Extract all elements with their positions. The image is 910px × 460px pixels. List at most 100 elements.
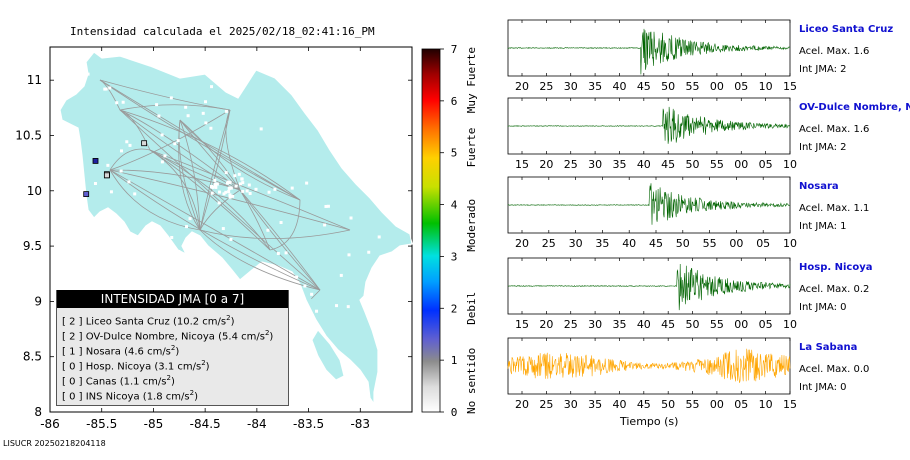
road	[119, 109, 321, 291]
road	[109, 169, 351, 231]
town-dot	[276, 252, 280, 256]
town-dot	[254, 187, 258, 191]
town-dot	[214, 182, 218, 186]
waveform-trace	[507, 106, 791, 144]
station-marker	[141, 140, 148, 147]
town-dot	[222, 192, 226, 196]
road-network	[99, 79, 351, 299]
town-dot	[303, 284, 307, 288]
town-dot	[228, 195, 232, 199]
time-tick-label: 55	[686, 398, 700, 411]
time-tick-label: 55	[703, 237, 717, 250]
time-tick-label: 30	[569, 237, 583, 250]
town-dot	[229, 237, 233, 241]
town-dot	[127, 180, 131, 184]
station-jma-intensity: Int JMA: 2	[799, 142, 847, 153]
map-xtick-label: -85.5	[86, 417, 117, 431]
road	[239, 189, 321, 291]
time-tick-label: 20	[539, 158, 553, 171]
town-dot	[224, 190, 228, 194]
station-jma-intensity: Int JMA: 2	[799, 64, 847, 75]
station-jma-intensity: Int JMA: 0	[799, 302, 847, 313]
town-dot	[155, 103, 159, 107]
road	[179, 119, 301, 201]
costa-rica-landmass	[59, 51, 413, 406]
road	[199, 229, 351, 239]
town-dot	[115, 101, 119, 105]
waveform-trace	[507, 348, 791, 383]
road	[109, 109, 231, 171]
time-tick-label: 35	[612, 158, 626, 171]
time-tick-label: 05	[734, 80, 748, 93]
town-dot	[310, 313, 314, 317]
seismogram-panel: 20 25 30 35 40 45 50 55 00 05 10 15	[507, 19, 797, 93]
town-dot	[93, 181, 97, 185]
road	[199, 189, 241, 231]
town-dot	[125, 140, 129, 144]
town-dot	[227, 186, 231, 190]
town-dot	[210, 253, 214, 257]
town-dot	[248, 191, 252, 195]
legend-row: [ 2 ] OV-Dulce Nombre, Nicoya (5.4 cm/s2…	[62, 329, 273, 342]
time-tick-label: 05	[759, 158, 773, 171]
town-dot	[241, 189, 245, 193]
time-tick-label: 30	[588, 158, 602, 171]
seismogram-panels: 20 25 30 35 40 45 50 55 00 05 10 15 15 20 25 30 35 40 45 50…	[507, 19, 797, 411]
town-dot	[176, 139, 180, 143]
town-dot	[204, 100, 208, 104]
town-dot	[279, 221, 283, 225]
map-xtick-label: -85	[144, 417, 164, 431]
colorbar-ticks: 0 1 2 3 4 5 6 7	[440, 43, 458, 419]
town-dot	[133, 192, 137, 196]
map-axes: -86 -85.5 -85 -84.5 -84 -83.5 -83 11 10.5 10 9.5 9 8…	[15, 47, 412, 431]
map-ytick-label: 8.5	[23, 350, 42, 364]
town-dot	[221, 227, 225, 231]
legend-row-name: INS Nicoya	[85, 391, 140, 403]
town-dot	[121, 100, 125, 104]
time-tick-label: 05	[734, 398, 748, 411]
colorbar-tick-label: 6	[451, 95, 458, 108]
peninsula-osa	[311, 329, 345, 381]
town-dot	[310, 292, 314, 296]
station-jma-intensity: Int JMA: 0	[799, 382, 847, 393]
road	[149, 149, 351, 231]
waveform-trace	[507, 263, 791, 311]
town-dot	[346, 305, 350, 309]
town-dot	[120, 149, 124, 153]
time-tick-label: 35	[612, 318, 626, 331]
map-ytick-label: 9	[34, 294, 42, 308]
waveform-trace	[507, 183, 791, 225]
time-tick-label: 30	[588, 318, 602, 331]
station-max-accel: Acel. Max. 1.6	[799, 124, 870, 135]
colorbar-category-label: Debil	[465, 292, 478, 325]
legend-row-level: [ 2 ]	[62, 316, 83, 328]
time-tick-label: 15	[515, 318, 529, 331]
town-dot	[227, 190, 231, 194]
time-tick-label: 25	[542, 237, 556, 250]
station-name: Liceo Santa Cruz	[799, 24, 894, 35]
road	[119, 109, 241, 191]
time-tick-label: 40	[612, 80, 626, 93]
time-tick-label: 00	[729, 237, 743, 250]
road	[311, 289, 321, 299]
map-ytick-label: 9.5	[23, 239, 42, 253]
map-ytick-label: 10.5	[15, 128, 42, 142]
time-tick-label: 20	[515, 398, 529, 411]
town-dot	[267, 190, 271, 194]
town-dot	[266, 228, 270, 232]
town-dot	[214, 185, 218, 189]
town-dot	[315, 309, 319, 313]
time-tick-label: 40	[622, 237, 636, 250]
map-xtick-label: -83	[350, 417, 370, 431]
road	[199, 229, 321, 291]
legend-row-value: (1.1 cm/s	[119, 376, 167, 388]
time-tick-label: 05	[756, 237, 770, 250]
legend-row: [ 2 ] Liceo Santa Cruz (10.2 cm/s2)	[62, 314, 234, 327]
time-tick-label: 50	[686, 158, 700, 171]
station-max-accel: Acel. Max. 1.1	[799, 203, 870, 214]
colorbar-tick-label: 5	[451, 147, 458, 160]
time-tick-label: 00	[710, 398, 724, 411]
time-tick-label: 25	[564, 158, 578, 171]
road	[225, 109, 241, 191]
town-dot	[247, 183, 251, 187]
